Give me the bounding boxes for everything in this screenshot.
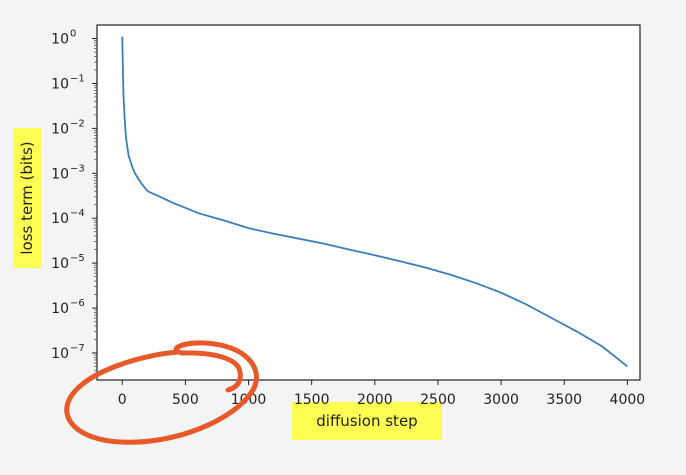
y-tick-exponent: −7	[70, 343, 85, 354]
y-tick-label: 10	[51, 211, 69, 227]
series-line-loss	[121, 36, 628, 368]
y-tick-exponent: −5	[70, 253, 85, 264]
y-tick-exponent: −1	[70, 73, 85, 84]
x-tick-label: 2500	[420, 392, 456, 408]
y-tick-label: 10	[51, 301, 69, 317]
hand-drawn-circle	[64, 340, 259, 445]
xlabel-highlight	[292, 402, 442, 440]
y-tick-exponent: −2	[70, 118, 85, 129]
y-axis-title: loss term (bits)	[18, 141, 36, 254]
y-tick-exponent: −4	[70, 208, 85, 219]
y-tick-label: 10	[51, 121, 69, 137]
x-tick-label: 1500	[294, 392, 330, 408]
x-tick-label: 500	[172, 392, 199, 408]
x-tick-label: 4000	[610, 392, 646, 408]
y-tick-label: 10	[51, 346, 69, 362]
x-axis-title: diffusion step	[316, 412, 417, 430]
y-tick-label: 10	[51, 32, 69, 48]
x-axis: 0 500 1000 1500 2000 2500 3000 3500 4000	[118, 380, 645, 408]
y-tick-exponent: −6	[70, 298, 85, 309]
y-tick-label: 10	[51, 166, 69, 182]
x-tick-label: 3000	[483, 392, 519, 408]
x-tick-label: 2000	[357, 392, 393, 408]
ylabel-highlight	[13, 128, 41, 268]
y-tick-exponent: −3	[70, 163, 85, 174]
y-tick-label: 10	[51, 76, 69, 92]
plot-frame	[96, 24, 641, 381]
y-tick-label: 10	[51, 256, 69, 272]
x-tick-label: 3500	[546, 392, 582, 408]
y-tick-exponent: 0	[70, 29, 76, 40]
x-tick-label: 0	[118, 392, 127, 408]
